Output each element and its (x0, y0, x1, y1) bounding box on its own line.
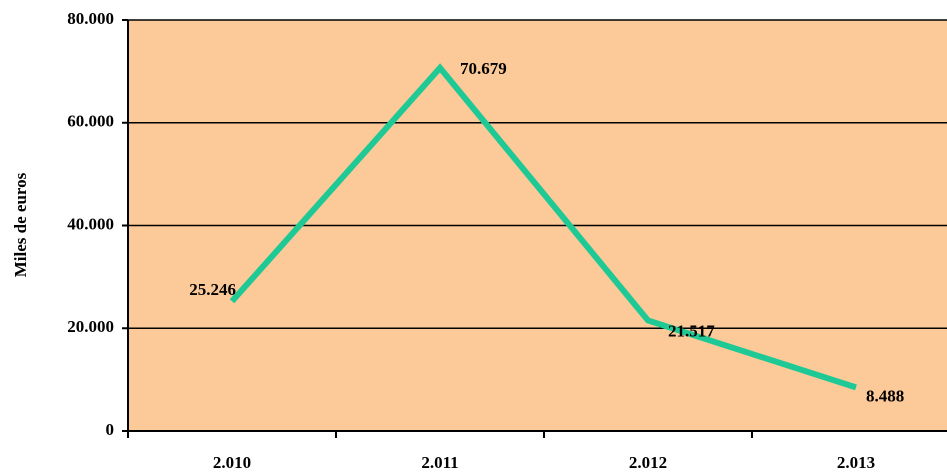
x-tick-label: 2.012 (629, 453, 667, 472)
y-tick-label: 0 (106, 420, 115, 439)
line (229, 63, 857, 391)
data-label: 70.679 (460, 59, 507, 78)
y-tick-label: 60.000 (67, 112, 114, 131)
data-label: 21.517 (668, 321, 715, 340)
y-tick-label: 80.000 (67, 9, 114, 28)
y-tick-label: 20.000 (67, 317, 114, 336)
y-axis-label: Miles de euros (11, 172, 30, 277)
data-label: 25.246 (189, 280, 236, 299)
x-tick-label: 2.011 (421, 453, 458, 472)
data-label: 8.488 (866, 386, 904, 405)
y-tick-label: 40.000 (67, 214, 114, 233)
x-tick-label: 2.010 (213, 453, 251, 472)
x-tick-label: 2.013 (837, 453, 875, 472)
